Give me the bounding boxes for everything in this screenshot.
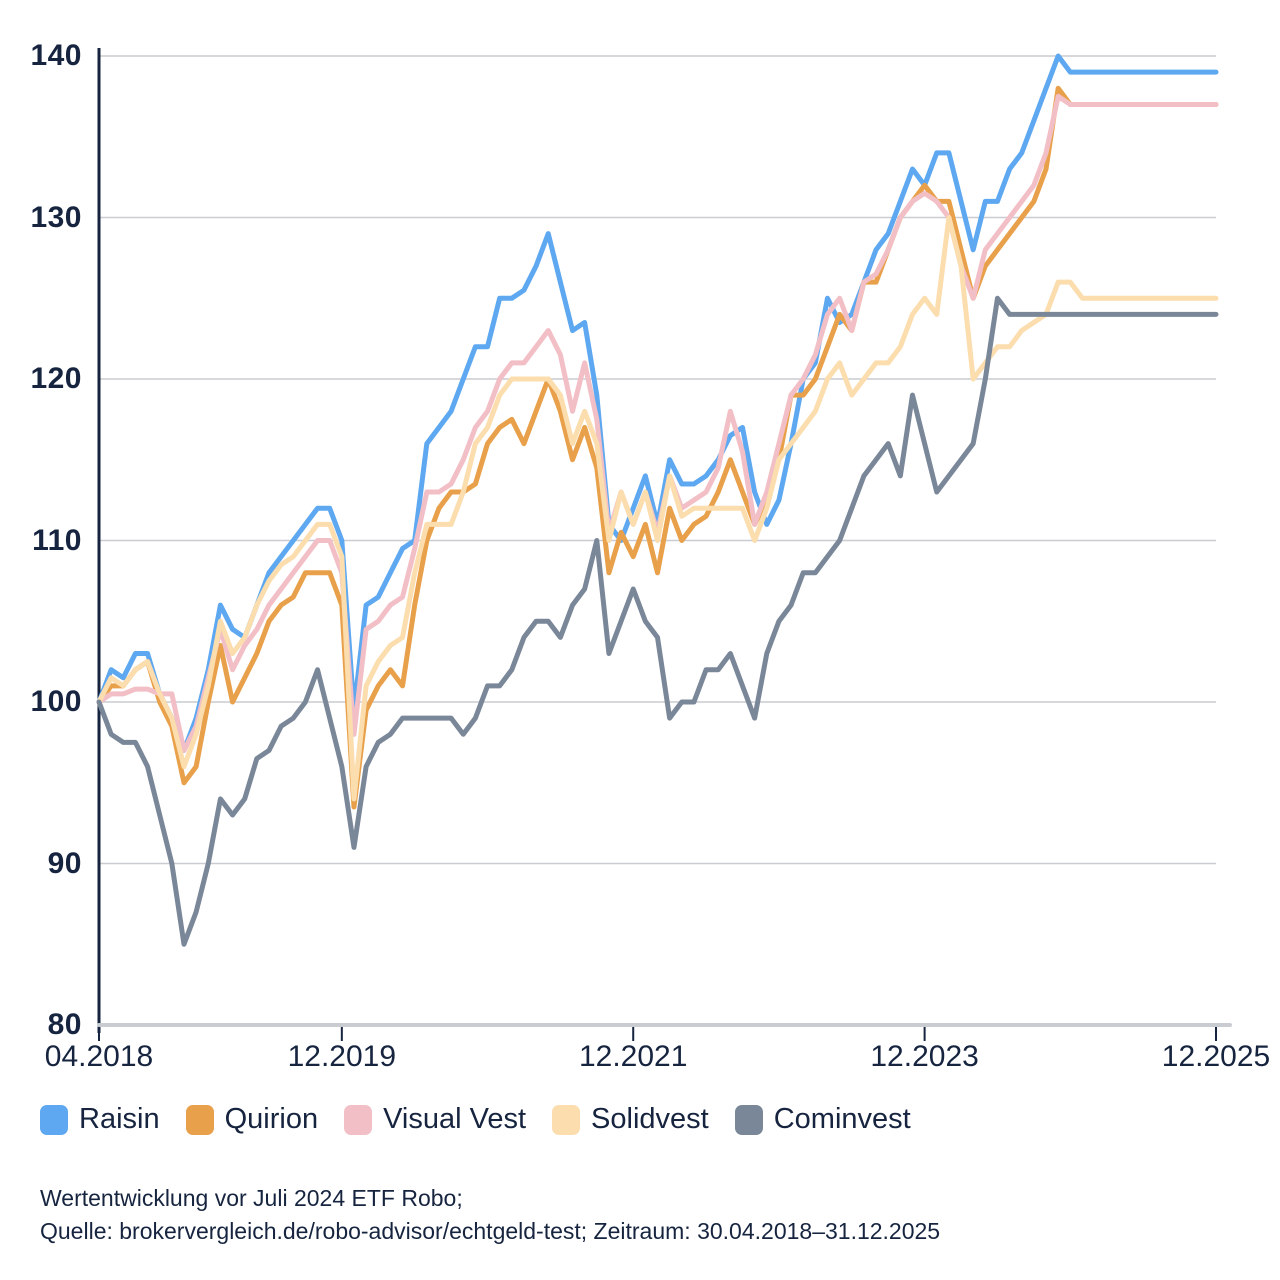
y-axis-labels: 140 130 120 110 100 90 80 xyxy=(0,0,82,1075)
legend-swatch-icon xyxy=(552,1104,581,1135)
x-axis-tick-12-2019: 12.2019 xyxy=(287,1040,397,1073)
y-axis-tick-140: 140 xyxy=(30,39,82,72)
y-axis-tick-120: 120 xyxy=(30,362,82,395)
legend-label: Solidvest xyxy=(591,1103,709,1135)
x-axis-tick-12-2025: 12.2025 xyxy=(1161,1040,1271,1073)
chart-legend: Raisin Quirion Visual Vest Solidvest Cominve… xyxy=(40,1103,937,1136)
x-axis-tick-12-2023: 12.2023 xyxy=(870,1040,979,1073)
legend-swatch-icon xyxy=(185,1104,214,1135)
legend-swatch-icon xyxy=(40,1104,68,1135)
legend-swatch-icon xyxy=(344,1104,373,1135)
legend-label: Visual Vest xyxy=(383,1103,527,1135)
y-axis-tick-100: 100 xyxy=(30,685,82,718)
series-line-quirion xyxy=(96,85,1219,810)
footnote-line-1: Wertentwicklung vor Juli 2024 ETF Robo; xyxy=(40,1185,463,1211)
y-axis-tick-110: 110 xyxy=(32,523,82,557)
chart-footnote: Wertentwicklung vor Juli 2024 ETF Robo; … xyxy=(40,1182,940,1248)
x-axis-tick-12-2021: 12.2021 xyxy=(578,1040,688,1073)
line-chart: 140 130 120 110 100 90 80 xyxy=(0,0,1232,1075)
x-axis-tick-04-2018: 04.2018 xyxy=(44,1040,154,1073)
chart-canvas xyxy=(96,48,1232,1041)
legend-label: Raisin xyxy=(79,1103,160,1135)
series-line-cominvest xyxy=(96,295,1219,947)
legend-item-visual-vest[interactable]: Visual Vest xyxy=(344,1103,526,1136)
footnote-line-2: Quelle: brokervergleich.de/robo-advisor/… xyxy=(40,1218,941,1245)
y-axis-tick-130: 130 xyxy=(30,200,82,234)
legend-label: Quirion xyxy=(224,1103,319,1135)
series-line-solidvest xyxy=(96,215,1219,802)
y-axis-tick-90: 90 xyxy=(47,846,82,880)
legend-item-cominvest[interactable]: Cominvest xyxy=(734,1103,911,1136)
legend-label: Cominvest xyxy=(773,1103,911,1135)
legend-item-raisin[interactable]: Raisin xyxy=(40,1103,160,1136)
legend-item-quirion[interactable]: Quirion xyxy=(185,1103,319,1136)
x-axis-labels: 04.2018 12.2019 12.2021 12.2023 12.2025 xyxy=(0,1040,1280,1086)
y-axis-tick-80: 80 xyxy=(47,1008,82,1041)
legend-item-solidvest[interactable]: Solidvest xyxy=(552,1103,709,1136)
legend-swatch-icon xyxy=(734,1104,763,1135)
